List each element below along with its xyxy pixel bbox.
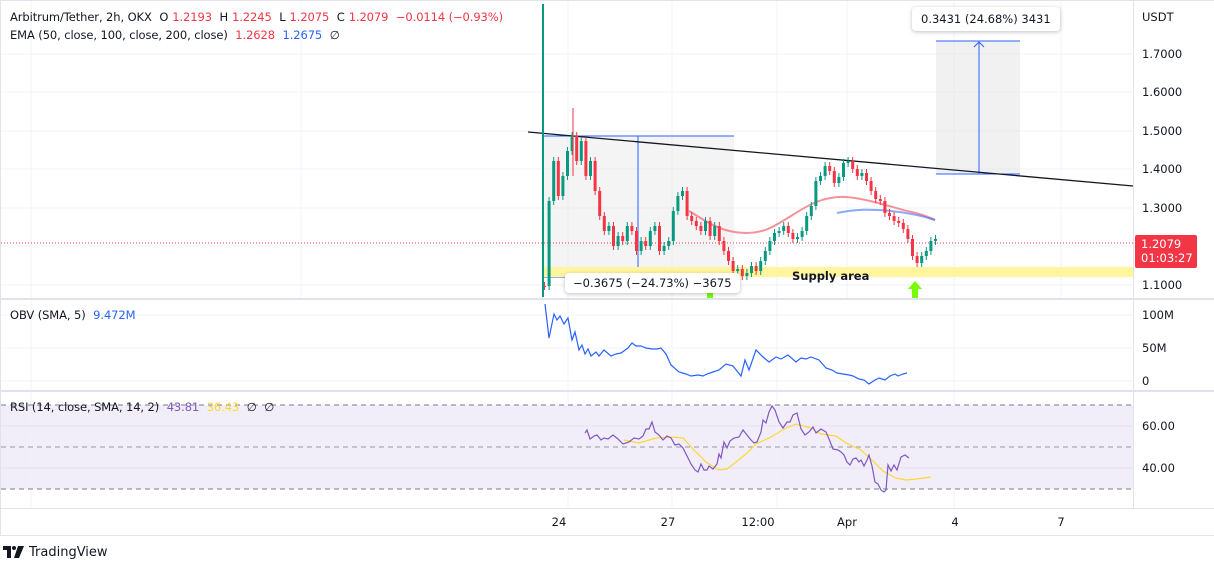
time-axis[interactable]: 24 27 12:00 Apr 4 7 [0, 508, 1214, 536]
change-value: −0.0114 (−0.93%) [395, 10, 503, 24]
ema-label: EMA (50, close, 100, close, 200, close) [10, 28, 228, 42]
symbol-title[interactable]: Arbitrum/Tether, 2h, OKX [10, 10, 152, 24]
obv-label: OBV (SMA, 5) [10, 308, 86, 322]
obv-value: 9.472M [93, 308, 136, 322]
symbol-legend: Arbitrum/Tether, 2h, OKX O 1.2193 H 1.2245… [10, 10, 503, 24]
ema100-value: 1.2675 [282, 28, 323, 42]
high-value: 1.2245 [232, 10, 272, 24]
last-price-tag: 1.2079 01:03:27 [1135, 235, 1197, 268]
ema200-value: ∅ [329, 28, 340, 42]
up-arrow-icon [908, 281, 922, 298]
brand-name: TradingView [29, 544, 108, 560]
ema50-value: 1.2628 [235, 28, 275, 42]
chart-frame [0, 0, 1214, 536]
rsi-pane[interactable]: RSI (14, close, SMA, 14, 2) 43.81 36.43 … [1, 392, 1133, 508]
rsi-chart-svg [1, 392, 1133, 508]
tradingview-logo-icon [3, 546, 24, 558]
rsi-value: 43.81 [166, 400, 200, 414]
candlesticks [542, 4, 937, 297]
obv-axis[interactable]: 100M 50M 0 [1133, 300, 1214, 390]
close-value: 1.2079 [348, 10, 389, 24]
bar-countdown: 01:03:27 [1141, 251, 1193, 265]
price-axis[interactable]: USDT 1.7000 1.6000 1.5000 1.4000 1.3000 … [1133, 1, 1214, 298]
supply-area-label: Supply area [792, 269, 870, 283]
rsi-label: RSI (14, close, SMA, 14, 2) [10, 400, 160, 414]
price-pane[interactable]: Arbitrum/Tether, 2h, OKX O 1.2193 H 1.2245… [1, 1, 1133, 298]
pane-separator[interactable] [0, 298, 1214, 300]
low-value: 1.2075 [289, 10, 330, 24]
long-measure-label: 0.3431 (24.68%) 3431 [912, 7, 1060, 31]
obv-pane[interactable]: OBV (SMA, 5) 9.472M [1, 300, 1133, 390]
obv-legend[interactable]: OBV (SMA, 5) 9.472M [10, 308, 139, 322]
currency-label: USDT [1142, 10, 1174, 24]
rsi-legend[interactable]: RSI (14, close, SMA, 14, 2) 43.81 36.43 … [10, 400, 275, 414]
open-value: 1.2193 [172, 10, 212, 24]
short-measure-label: −0.3675 (−24.73%) −3675 [565, 273, 740, 293]
tradingview-logo[interactable]: TradingView [3, 543, 108, 561]
rsi-axis[interactable]: 60.00 40.00 [1133, 392, 1214, 508]
pane-separator[interactable] [0, 390, 1214, 392]
ema-legend[interactable]: EMA (50, close, 100, close, 200, close) … [10, 28, 344, 42]
price-chart-svg [1, 1, 1133, 298]
rsi-sma-value: 36.43 [206, 400, 240, 414]
obv-chart-svg [1, 300, 1133, 390]
